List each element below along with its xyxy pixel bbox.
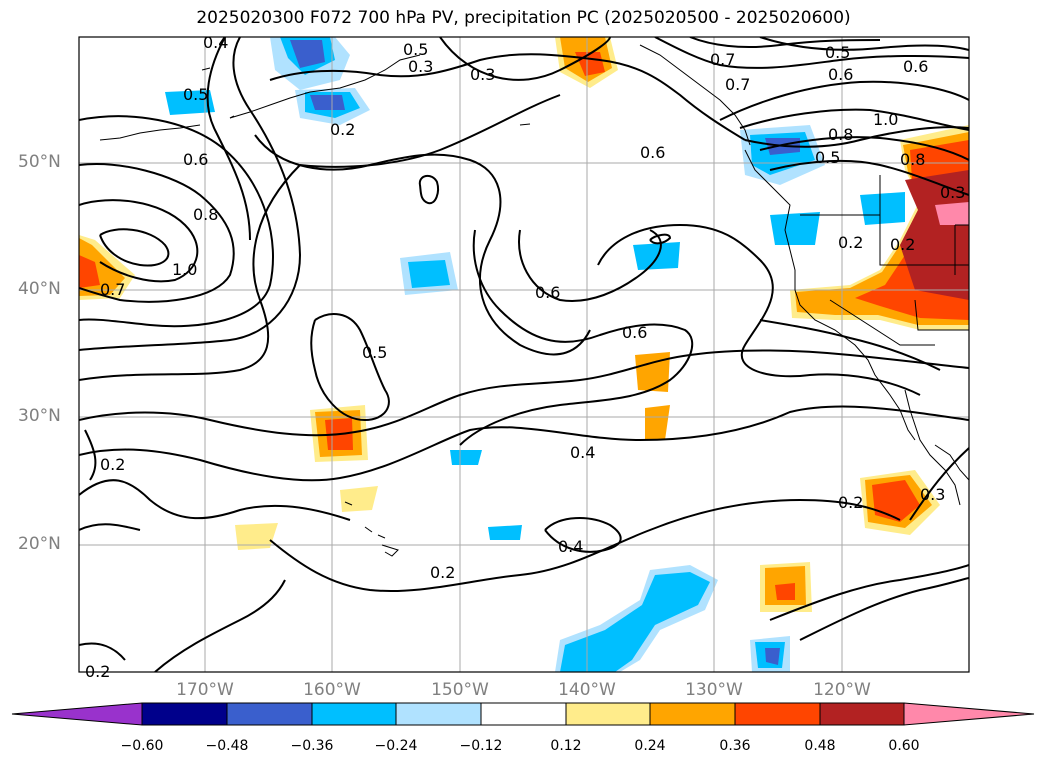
contour-label: 0.7 bbox=[710, 50, 735, 69]
contour-label: 0.5 bbox=[825, 43, 850, 62]
figure-title: 2025020300 F072 700 hPa PV, precipitatio… bbox=[196, 8, 851, 28]
colorbar-tick-label: 0.12 bbox=[550, 738, 582, 754]
contour-label: 0.5 bbox=[815, 148, 840, 167]
contour-label: 0.7 bbox=[725, 75, 750, 94]
contour-label: 0.5 bbox=[362, 343, 387, 362]
gridlines bbox=[79, 37, 969, 672]
contour-label: 0.5 bbox=[183, 85, 208, 104]
contour-label: 0.8 bbox=[828, 125, 853, 144]
lon-label-140w: 140°W bbox=[558, 680, 616, 700]
lat-label-40n: 40°N bbox=[18, 279, 61, 299]
contour-label: 0.2 bbox=[85, 662, 110, 681]
pv-contours bbox=[79, 37, 969, 672]
contour-label: 0.8 bbox=[193, 205, 218, 224]
contour-label: 0.7 bbox=[100, 280, 125, 299]
map-frame bbox=[78, 36, 970, 673]
colorbar-tick-label: 0.60 bbox=[888, 738, 920, 754]
positive-anomaly-shading bbox=[79, 37, 969, 612]
contour-label: 0.2 bbox=[100, 455, 125, 474]
contour-label: 0.6 bbox=[535, 283, 560, 302]
contour-label: 0.2 bbox=[838, 233, 863, 252]
contour-label: 0.6 bbox=[828, 65, 853, 84]
lon-label-120w: 120°W bbox=[813, 680, 871, 700]
contour-label: 0.3 bbox=[940, 183, 965, 202]
colorbar-low-extension bbox=[11, 702, 143, 726]
lat-label-20n: 20°N bbox=[18, 534, 61, 554]
contour-label: 0.5 bbox=[403, 40, 428, 59]
colorbar-tick-label: 0.36 bbox=[719, 738, 751, 754]
contour-label: 0.6 bbox=[183, 150, 208, 169]
lat-label-50n: 50°N bbox=[18, 152, 61, 172]
contour-label: 0.4 bbox=[203, 33, 228, 52]
contour-label: 0.8 bbox=[900, 150, 925, 169]
colorbar-tick-label: 0.24 bbox=[634, 738, 666, 754]
colorbar bbox=[11, 702, 1035, 726]
contour-label: 0.3 bbox=[920, 485, 945, 504]
contour-label: 0.6 bbox=[640, 143, 665, 162]
colorbar-tick-label: −0.48 bbox=[205, 738, 249, 754]
contour-label: 1.0 bbox=[873, 110, 898, 129]
contour-label: 0.4 bbox=[558, 537, 583, 556]
negative-anomaly-shading bbox=[165, 37, 905, 672]
lon-label-160w: 160°W bbox=[303, 680, 361, 700]
colorbar-tick-label: −0.12 bbox=[459, 738, 503, 754]
contour-label: 0.2 bbox=[838, 493, 863, 512]
contour-label: 0.6 bbox=[622, 323, 647, 342]
lon-label-130w: 130°W bbox=[685, 680, 743, 700]
contour-label: 0.2 bbox=[890, 235, 915, 254]
colorbar-tick-label: −0.24 bbox=[374, 738, 418, 754]
contour-label: 0.2 bbox=[430, 563, 455, 582]
colorbar-tick-label: −0.60 bbox=[120, 738, 164, 754]
colorbar-tick-label: 0.48 bbox=[804, 738, 836, 754]
coastlines bbox=[99, 44, 969, 557]
contour-label: 1.0 bbox=[172, 260, 197, 279]
contour-label: 0.3 bbox=[408, 57, 433, 76]
lon-label-150w: 150°W bbox=[431, 680, 489, 700]
colorbar-high-extension bbox=[903, 702, 1035, 726]
lat-label-30n: 30°N bbox=[18, 406, 61, 426]
contour-label: 0.6 bbox=[903, 57, 928, 76]
contour-label: 0.3 bbox=[470, 65, 495, 84]
contour-label-group: 0.4 0.5 0.5 0.3 0.2 0.6 0.8 0.7 0.5 0.6 … bbox=[85, 33, 965, 681]
lon-label-170w: 170°W bbox=[176, 680, 234, 700]
contour-label: 0.4 bbox=[570, 443, 595, 462]
map-background bbox=[79, 37, 969, 672]
colorbar-tick-label: −0.36 bbox=[290, 738, 334, 754]
contour-label: 0.2 bbox=[330, 120, 355, 139]
